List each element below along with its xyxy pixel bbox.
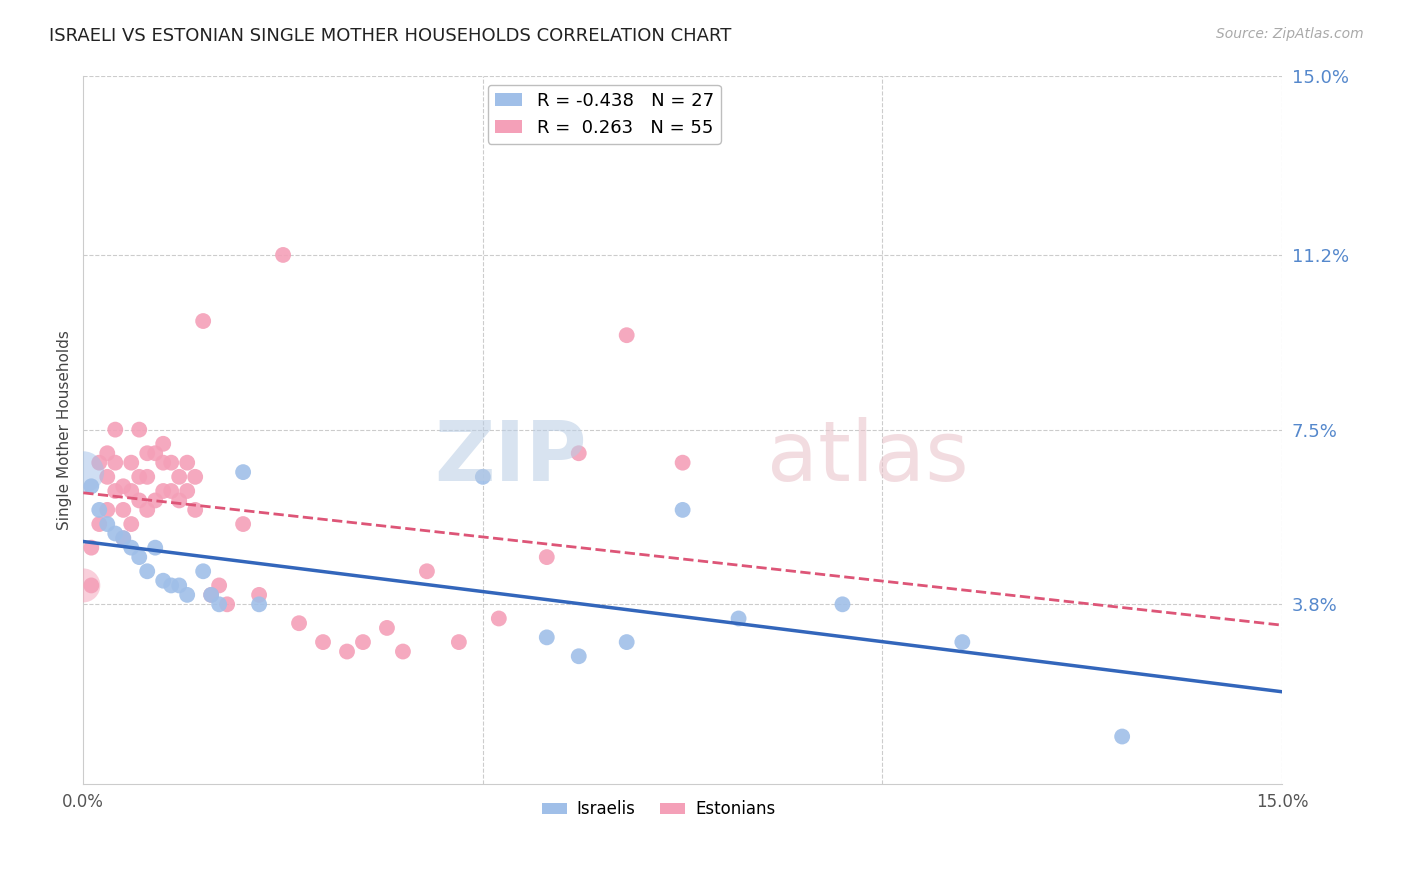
Point xyxy=(271,248,294,262)
Point xyxy=(672,503,695,517)
Point xyxy=(72,465,94,479)
Point xyxy=(96,517,118,532)
Point xyxy=(1111,730,1133,744)
Point xyxy=(232,465,254,479)
Point xyxy=(112,503,135,517)
Point xyxy=(89,517,111,532)
Point xyxy=(471,470,494,484)
Point xyxy=(536,631,558,645)
Point xyxy=(160,483,183,498)
Point xyxy=(375,621,398,635)
Point xyxy=(112,531,135,545)
Point xyxy=(831,597,853,611)
Point xyxy=(336,644,359,658)
Point xyxy=(72,578,94,592)
Point xyxy=(104,483,127,498)
Point xyxy=(128,470,150,484)
Point xyxy=(80,578,103,592)
Point xyxy=(152,483,174,498)
Point xyxy=(208,597,231,611)
Point xyxy=(160,578,183,592)
Point xyxy=(80,479,103,493)
Point xyxy=(176,483,198,498)
Point xyxy=(184,470,207,484)
Point xyxy=(167,493,190,508)
Point xyxy=(247,588,270,602)
Point xyxy=(191,564,214,578)
Point xyxy=(568,649,591,664)
Point xyxy=(672,456,695,470)
Point xyxy=(536,550,558,565)
Point xyxy=(352,635,374,649)
Point xyxy=(104,526,127,541)
Point xyxy=(160,456,183,470)
Text: ZIP: ZIP xyxy=(434,417,586,499)
Point xyxy=(80,541,103,555)
Point xyxy=(616,635,638,649)
Point xyxy=(112,531,135,545)
Point xyxy=(232,517,254,532)
Point xyxy=(143,493,166,508)
Point xyxy=(120,517,142,532)
Point xyxy=(184,503,207,517)
Point xyxy=(143,446,166,460)
Point xyxy=(136,503,159,517)
Point xyxy=(217,597,239,611)
Point xyxy=(136,564,159,578)
Point xyxy=(143,541,166,555)
Point xyxy=(312,635,335,649)
Point xyxy=(191,314,214,328)
Point xyxy=(392,644,415,658)
Point xyxy=(89,456,111,470)
Point xyxy=(200,588,222,602)
Point xyxy=(104,423,127,437)
Point xyxy=(176,588,198,602)
Point xyxy=(488,611,510,625)
Point xyxy=(128,423,150,437)
Point xyxy=(167,578,190,592)
Point xyxy=(176,456,198,470)
Point xyxy=(96,446,118,460)
Point xyxy=(447,635,470,649)
Point xyxy=(104,456,127,470)
Point xyxy=(568,446,591,460)
Point xyxy=(136,446,159,460)
Point xyxy=(120,541,142,555)
Point xyxy=(96,503,118,517)
Point xyxy=(120,483,142,498)
Y-axis label: Single Mother Households: Single Mother Households xyxy=(58,330,72,530)
Text: atlas: atlas xyxy=(766,417,969,499)
Point xyxy=(120,456,142,470)
Point xyxy=(200,588,222,602)
Point xyxy=(152,574,174,588)
Point xyxy=(416,564,439,578)
Point xyxy=(727,611,749,625)
Point xyxy=(167,470,190,484)
Point xyxy=(208,578,231,592)
Legend: Israelis, Estonians: Israelis, Estonians xyxy=(534,794,782,825)
Point xyxy=(288,616,311,631)
Text: Source: ZipAtlas.com: Source: ZipAtlas.com xyxy=(1216,27,1364,41)
Point xyxy=(152,437,174,451)
Point xyxy=(136,470,159,484)
Point xyxy=(128,493,150,508)
Point xyxy=(950,635,973,649)
Point xyxy=(152,456,174,470)
Point xyxy=(96,470,118,484)
Point xyxy=(89,503,111,517)
Point xyxy=(247,597,270,611)
Point xyxy=(128,550,150,565)
Point xyxy=(112,479,135,493)
Text: ISRAELI VS ESTONIAN SINGLE MOTHER HOUSEHOLDS CORRELATION CHART: ISRAELI VS ESTONIAN SINGLE MOTHER HOUSEH… xyxy=(49,27,731,45)
Point xyxy=(616,328,638,343)
